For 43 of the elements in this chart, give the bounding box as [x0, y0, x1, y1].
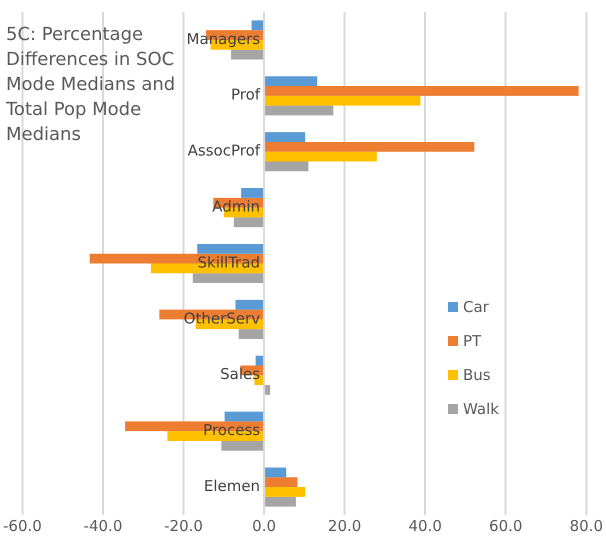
- x-tick-label: -20.0: [164, 516, 203, 535]
- bar: [238, 329, 264, 339]
- x-tick-label: 20.0: [328, 516, 362, 535]
- bar: [265, 477, 298, 488]
- bar: [265, 142, 474, 152]
- y-tick-label: AssocProf: [188, 142, 261, 160]
- bar: [265, 106, 334, 116]
- y-tick-label: OtherServ: [184, 309, 260, 328]
- text: 5C: Percentage Differences in SOC Mode Medians and Total Pop Mode Medians: [6, 23, 176, 147]
- x-tick-label: -40.0: [84, 516, 122, 535]
- x-tick-label: 40.0: [408, 516, 442, 535]
- x-tick-label: 80.0: [570, 516, 604, 535]
- bar: [241, 188, 264, 198]
- bar: [234, 217, 264, 228]
- y-tick-label: SkillTrad: [198, 253, 260, 272]
- legend-label: Walk: [463, 400, 499, 418]
- x-tick-label: -60.0: [3, 516, 42, 535]
- bar: [265, 132, 306, 142]
- x-tick-label: 0.0: [252, 516, 276, 535]
- bar: [265, 76, 318, 86]
- y-tick-label: Process: [203, 421, 260, 440]
- bar: [221, 440, 264, 451]
- y-tick-label: Elemen: [204, 476, 260, 495]
- x-tick-label: 60.0: [489, 516, 522, 535]
- bar: [224, 412, 264, 422]
- bar: [235, 300, 264, 310]
- legend-label: Car: [463, 298, 489, 316]
- legend-label: Bus: [463, 366, 491, 384]
- bar: [197, 244, 264, 254]
- bar: [265, 152, 377, 162]
- bar: [265, 162, 308, 172]
- bar: [192, 273, 264, 284]
- bar: [265, 96, 420, 106]
- bar: [231, 50, 264, 60]
- legend-label: PT: [463, 332, 482, 350]
- bar: [265, 467, 286, 478]
- bar: [265, 496, 296, 507]
- bar: [256, 356, 264, 366]
- bar: [252, 20, 264, 30]
- bar: [265, 487, 306, 497]
- y-tick-label: Prof: [230, 86, 261, 104]
- bar: [265, 86, 579, 96]
- bar: [265, 385, 270, 395]
